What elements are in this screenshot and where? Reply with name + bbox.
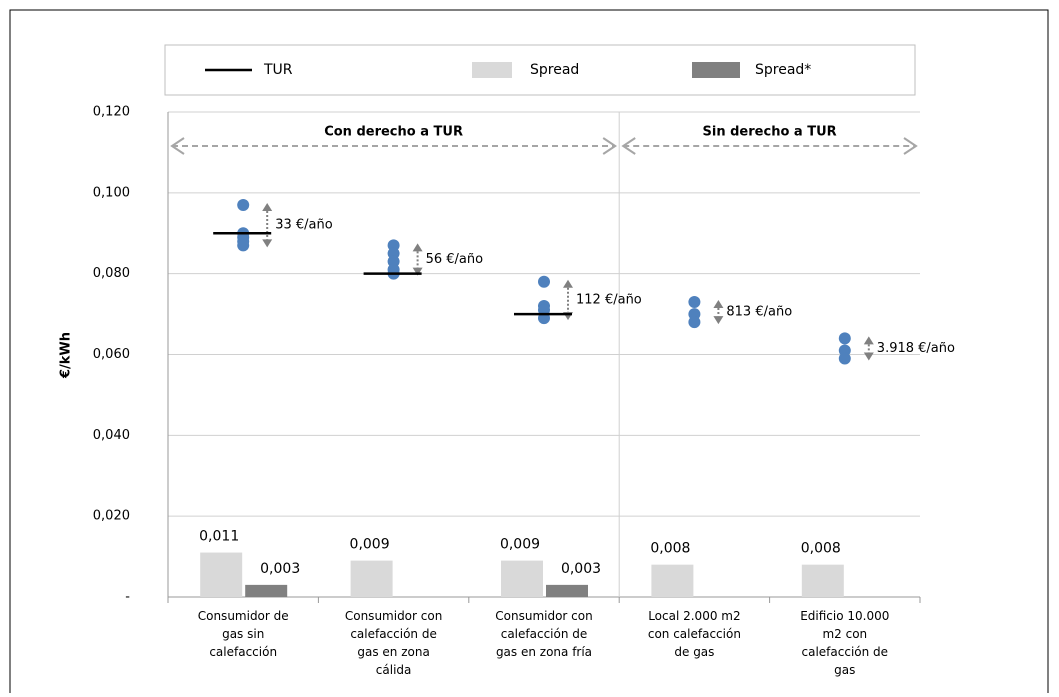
- offer-dot: [688, 295, 701, 308]
- offer-dot: [838, 332, 851, 345]
- arrow-head: [903, 137, 918, 155]
- data-label: 0,009: [500, 537, 540, 553]
- legend-label: Spread: [530, 62, 579, 78]
- data-label: 0,008: [650, 541, 690, 557]
- arrow-head: [262, 202, 273, 211]
- bar: [801, 564, 844, 597]
- legend-label: Spread*: [755, 62, 811, 78]
- offer-dot: [688, 316, 701, 329]
- arrow-head: [713, 299, 724, 308]
- annotation: 56 €/año: [426, 252, 484, 267]
- legend-label: TUR: [263, 62, 293, 78]
- x-tick-label: Consumidor con calefacción de gas en zona …: [495, 609, 592, 659]
- y-tick-label: 0,060: [93, 347, 130, 362]
- x-tick-label: Local 2.000 m2 con calefacción de gas: [648, 609, 741, 659]
- y-tick-label: -: [125, 590, 130, 605]
- annotation: 112 €/año: [576, 292, 642, 307]
- bar: [651, 564, 694, 597]
- offer-dot: [538, 275, 550, 288]
- y-tick-label: 0,040: [93, 428, 130, 443]
- data-label: 0,009: [350, 537, 390, 553]
- bar: [501, 560, 543, 597]
- y-tick-label: 0,100: [93, 185, 130, 200]
- offer-dot: [237, 239, 250, 252]
- data-label: 0,003: [561, 561, 601, 577]
- y-tick-label: 0,020: [93, 509, 130, 524]
- arrow-head: [262, 239, 273, 248]
- arrow-head: [621, 137, 636, 155]
- arrow-head: [863, 336, 874, 345]
- x-tick-label: Edificio 10.000 m2 con calefacción de gas: [800, 609, 889, 677]
- data-label: 0,003: [260, 561, 300, 577]
- arrow-head: [412, 243, 423, 252]
- x-tick-label: Consumidor de gas sin calefacción: [198, 609, 289, 659]
- bar: [200, 552, 243, 597]
- annotation: 3.918 €/año: [877, 341, 955, 356]
- region-label: Sin derecho a TUR: [703, 125, 837, 140]
- annotation: 33 €/año: [275, 218, 333, 233]
- bar: [546, 584, 588, 597]
- region-label: Con derecho a TUR: [324, 125, 463, 140]
- arrow-head: [863, 352, 874, 361]
- y-tick-label: 0,080: [93, 266, 130, 281]
- x-tick-label: Consumidor con calefacción de gas en zona c…: [345, 609, 442, 677]
- annotation: 813 €/año: [726, 305, 792, 320]
- data-label: 0,011: [199, 529, 239, 545]
- arrow-head: [563, 279, 573, 288]
- arrow-head: [602, 137, 618, 155]
- offer-dot: [838, 352, 851, 365]
- data-label: 0,008: [801, 541, 841, 557]
- offer-dot: [237, 198, 250, 211]
- legend-swatch: [692, 62, 740, 78]
- y-tick-label: 0,120: [93, 105, 130, 120]
- bar: [245, 584, 288, 597]
- legend-box: [164, 44, 916, 96]
- bar: [350, 560, 393, 597]
- arrow-head: [170, 137, 185, 155]
- arrow-head: [412, 267, 423, 276]
- legend-swatch: [472, 62, 512, 78]
- y-axis-label: €/kWh: [59, 332, 74, 379]
- arrow-head: [713, 316, 724, 325]
